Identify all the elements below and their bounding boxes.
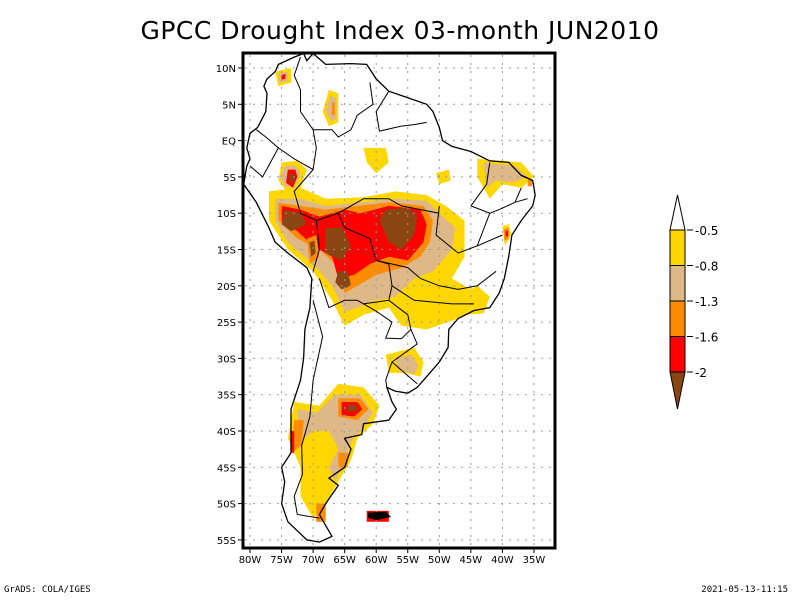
border-line [363, 299, 412, 340]
chart-title: GPCC Drought Index 03-month JUN2010 [140, 16, 660, 45]
shading-region-below [335, 271, 351, 290]
colorbar-label: -1.3 [695, 295, 718, 309]
lat-tick-label: 30S [217, 354, 236, 365]
border-line [514, 187, 522, 203]
border-line [338, 198, 364, 214]
lat-tick-label: 10S [217, 209, 236, 220]
falkland-islands [368, 511, 392, 521]
shading-region-b3 [527, 179, 533, 187]
border-line [293, 82, 374, 272]
shading-region-below [325, 227, 351, 261]
lon-tick-label: 65W [333, 555, 356, 566]
border-line [385, 361, 393, 388]
border-line [293, 300, 324, 519]
colorbar-upper-arrow [669, 194, 686, 231]
lat-tick-label: 25S [217, 318, 236, 329]
border-line [391, 285, 474, 305]
lat-tick-label: 40S [217, 427, 236, 438]
grid-lines [245, 55, 553, 546]
lon-tick-label: 50W [428, 555, 451, 566]
colorbar-label: -1.6 [695, 331, 718, 345]
lat-tick-label: 5S [223, 173, 236, 184]
colorbar-label: -2 [695, 366, 707, 380]
shading-region-below [309, 240, 316, 257]
colorbar-box-b1 [669, 229, 686, 266]
colorbar-label: -0.5 [695, 224, 718, 238]
lat-tick-label: 15S [217, 246, 236, 257]
shading-region-b4 [505, 230, 509, 237]
shading-region-below [379, 207, 418, 250]
lon-tick-label: 45W [460, 555, 483, 566]
lon-tick-label: 40W [491, 555, 514, 566]
colorbar-lower-arrow [669, 371, 686, 410]
border-line [435, 205, 491, 254]
shading-region-b4 [281, 73, 286, 80]
shading-region-below [289, 173, 295, 183]
border-line [249, 129, 280, 178]
shading-region-b3 [332, 102, 335, 116]
border-line [376, 259, 497, 290]
shading-region-b4 [291, 431, 295, 453]
lat-axis: 10N 5N EQ 5S 10S 15S 20S 25S 30S 35S 40S 45S 50S 55S [216, 64, 243, 547]
border-line [477, 234, 503, 247]
colorbar-box-b2 [669, 265, 686, 302]
lat-tick-label: EQ [222, 137, 236, 148]
lon-tick-label: 55W [396, 555, 419, 566]
colorbar-legend: -0.5 -0.8 -1.3 -1.6 -2 [669, 194, 718, 410]
border-line [391, 329, 418, 385]
shading-region-below [347, 404, 358, 413]
lon-tick-label: 75W [270, 555, 293, 566]
grads-credit: GrADS: COLA/IGES [4, 585, 91, 595]
border-line [489, 198, 528, 214]
timestamp: 2021-05-13-11:15 [701, 585, 788, 595]
shading-region-b2 [483, 162, 528, 188]
lat-tick-label: 20S [217, 282, 236, 293]
border-line [293, 56, 314, 130]
lon-axis: 80W 75W 70W 65W 60W 55W 50W 45W 40W 35W [239, 548, 546, 566]
colorbar-label: -0.8 [695, 260, 718, 274]
coastline-south-america [243, 52, 536, 543]
lat-tick-label: 5N [222, 100, 236, 111]
colorbar-box-b3 [669, 300, 686, 337]
colorbar-box-b4 [669, 336, 686, 373]
lat-tick-label: 50S [217, 500, 236, 511]
shading-region-b1 [436, 169, 451, 185]
lon-tick-label: 60W [365, 555, 388, 566]
coastlines-borders [243, 52, 536, 543]
map-frame [241, 51, 557, 550]
shading-region-b1 [464, 285, 490, 315]
lat-tick-label: 45S [217, 463, 236, 474]
lat-tick-label: 10N [216, 64, 236, 75]
lon-tick-label: 35W [523, 555, 546, 566]
lat-tick-label: 35S [217, 391, 236, 402]
drought-shading [268, 68, 534, 522]
lat-tick-label: 55S [217, 536, 236, 547]
shading-region-b3 [338, 452, 348, 468]
lon-tick-label: 80W [239, 555, 262, 566]
border-line [363, 198, 440, 214]
shading-region-below [281, 209, 307, 232]
border-line [470, 162, 491, 207]
lon-tick-label: 70W [302, 555, 325, 566]
border-line [375, 90, 427, 132]
border-line [278, 147, 314, 171]
